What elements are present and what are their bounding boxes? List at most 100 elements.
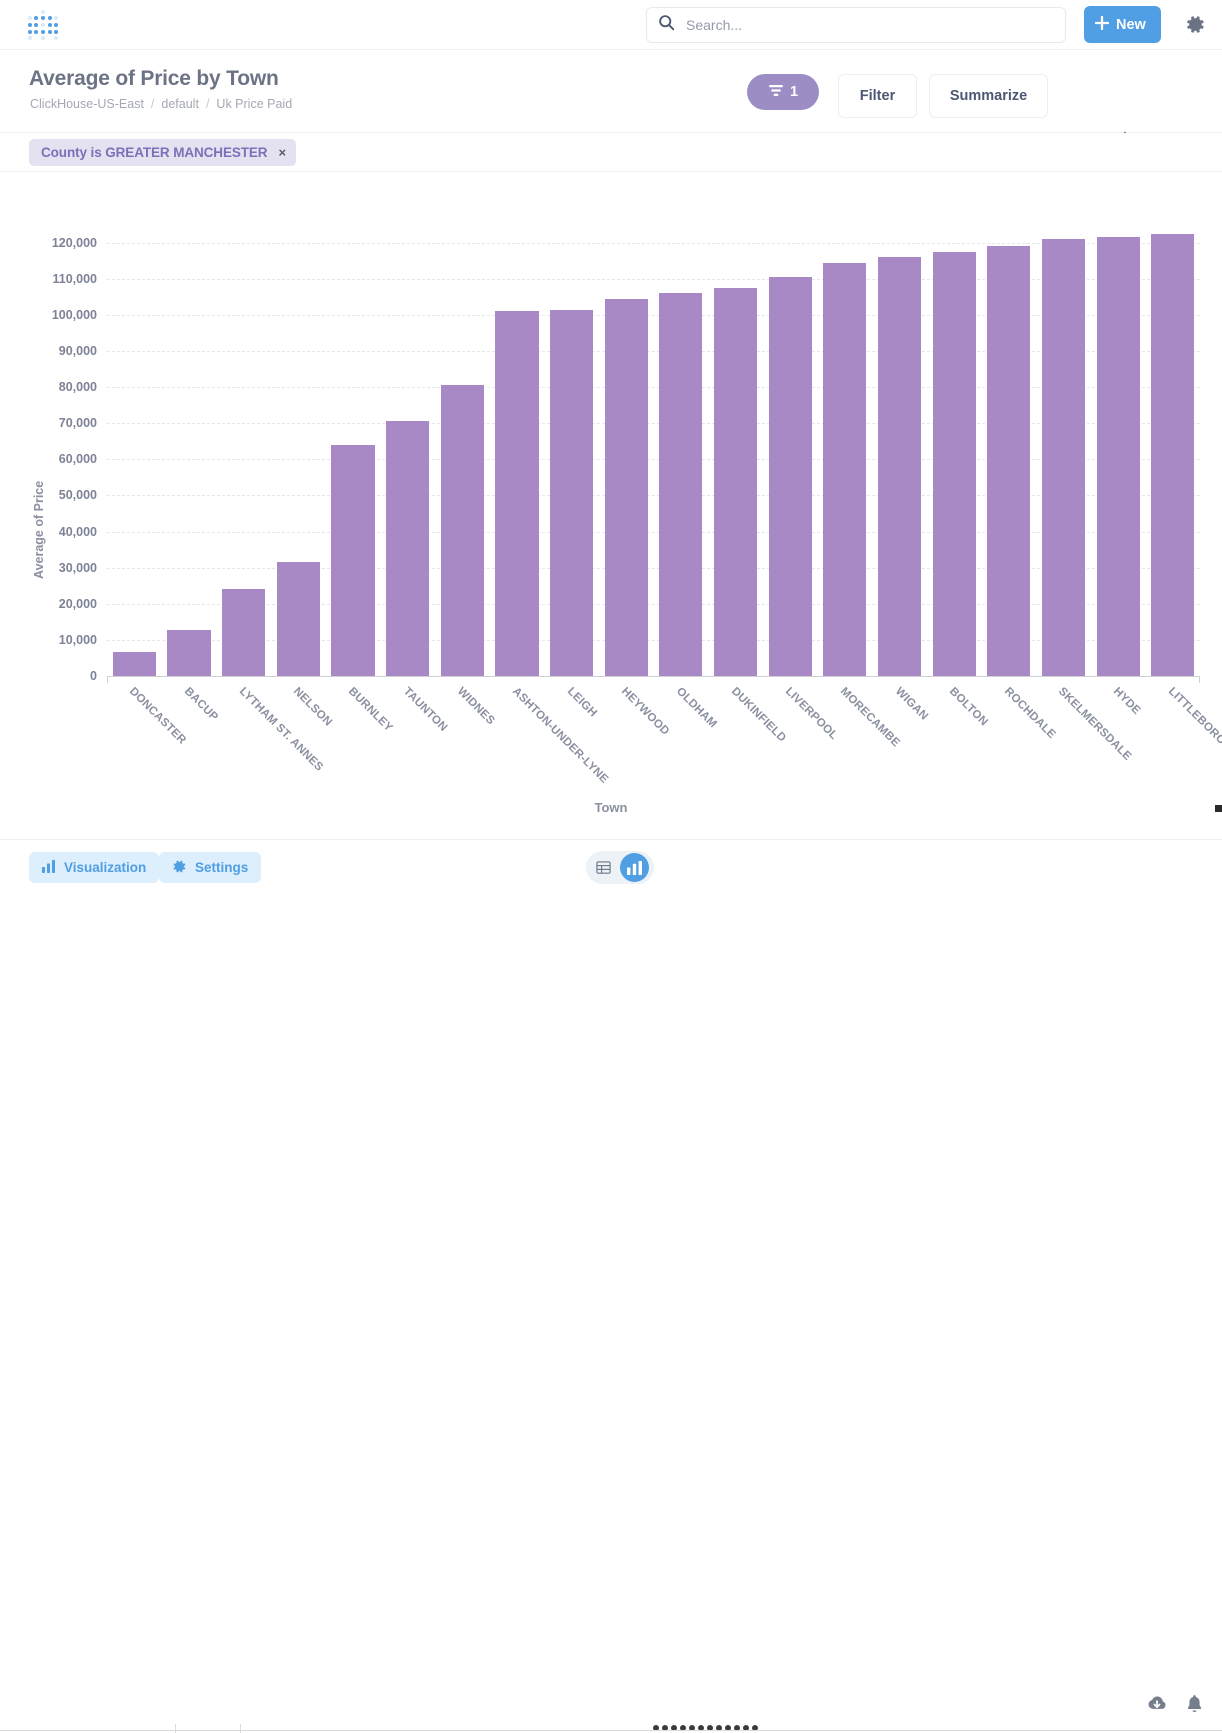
- bar[interactable]: [276, 562, 320, 676]
- bar[interactable]: [1151, 233, 1195, 676]
- filter-button[interactable]: Filter: [838, 74, 917, 118]
- new-button[interactable]: New: [1084, 6, 1161, 43]
- x-tick-slot: HEYWOOD: [599, 680, 671, 800]
- visualization-button[interactable]: Visualization: [29, 852, 160, 883]
- settings-label: Settings: [195, 860, 249, 875]
- x-tick-slot: MORECAMBE: [818, 680, 902, 800]
- gridline: [107, 531, 1200, 533]
- page-title[interactable]: Average of Price by Town: [29, 67, 279, 90]
- bar[interactable]: [1041, 239, 1086, 676]
- bar[interactable]: [386, 421, 430, 676]
- y-axis-tick-label: 80,000: [58, 380, 97, 395]
- y-axis-tick-label: 70,000: [58, 416, 97, 431]
- x-axis-tick-label[interactable]: LEIGH: [564, 685, 599, 720]
- summarize-button[interactable]: Summarize: [929, 74, 1048, 118]
- x-tick-slot: DONCASTER: [107, 680, 188, 800]
- x-tick-slot: HYDE: [1091, 680, 1146, 800]
- bar-slot: [216, 221, 271, 676]
- bell-icon[interactable]: [1185, 1694, 1204, 1719]
- bar-slot: [107, 221, 162, 676]
- y-axis-tick-label: 20,000: [58, 596, 97, 611]
- bar-slot: [162, 221, 217, 676]
- bar[interactable]: [823, 262, 867, 676]
- y-axis-tick-label: 60,000: [58, 452, 97, 467]
- search-icon: [658, 14, 675, 36]
- download-icon[interactable]: [1146, 1694, 1168, 1719]
- filter-count-button[interactable]: 1: [747, 74, 819, 110]
- bar[interactable]: [659, 293, 703, 676]
- bar[interactable]: [495, 311, 539, 676]
- x-axis-tick-label[interactable]: LITTLEBOROUGH: [1165, 685, 1222, 766]
- bar[interactable]: [604, 299, 648, 676]
- bar[interactable]: [713, 287, 758, 676]
- x-tick-slot: OLDHAM: [654, 680, 719, 800]
- plot-area: 0 10,000 20,000 30,000 40,000 50,000 60,000 70,…: [52, 221, 1200, 683]
- bar-slot: [872, 221, 927, 676]
- question-header: Average of Price by Town ClickHouse-US-E…: [0, 50, 1222, 149]
- bar[interactable]: [331, 444, 375, 676]
- close-icon[interactable]: ×: [278, 145, 287, 160]
- new-button-label: New: [1116, 16, 1146, 33]
- x-tick-slot: BURNLEY: [326, 680, 395, 800]
- scrollbar-thumb[interactable]: [1215, 805, 1222, 814]
- search-input[interactable]: [686, 17, 1036, 33]
- search-box[interactable]: [646, 7, 1066, 43]
- x-axis-tick-label[interactable]: BACUP: [181, 685, 221, 724]
- y-axis-tick-label: 120,000: [51, 235, 97, 250]
- view-mode-toggle[interactable]: [586, 851, 654, 884]
- bar[interactable]: [112, 652, 156, 676]
- plus-icon: [1094, 15, 1110, 34]
- bar-slot: [380, 221, 435, 676]
- bar-slot: [1036, 221, 1091, 676]
- x-tick-slot: SKELMERSDALE: [1036, 680, 1134, 800]
- x-tick-slot: WIGAN: [872, 680, 930, 800]
- bar-slot: [599, 221, 654, 676]
- settings-button[interactable]: Settings: [159, 852, 262, 883]
- x-tick-slot: LITTLEBOROUGH: [1145, 680, 1222, 800]
- x-tick-slot: ASHTON-UNDER-LYNE: [490, 680, 610, 800]
- footer-tick: [175, 1724, 176, 1733]
- bar-slot: [1091, 221, 1146, 676]
- bar-slot: [818, 221, 873, 676]
- bar[interactable]: [987, 246, 1031, 676]
- x-tick-slot: DUKINFIELD: [708, 680, 787, 800]
- bar[interactable]: [768, 276, 812, 676]
- bottom-toolbar: Visualization Settings: [0, 839, 1222, 1733]
- bar-slot: [654, 221, 709, 676]
- x-axis-tick-labels: DONCASTER BACUP LYTHAM ST. ANNES NELSON BURN…: [107, 680, 1222, 800]
- x-axis-tick-label[interactable]: WIGAN: [892, 685, 930, 723]
- bar[interactable]: [167, 629, 211, 676]
- y-axis-tick-label: 40,000: [58, 524, 97, 539]
- bar[interactable]: [1096, 236, 1140, 676]
- gridline: [107, 423, 1200, 425]
- chart-container: Average of Price 0 10,000 20,000 30,000 40,0…: [0, 172, 1222, 839]
- footer-tick: [240, 1724, 241, 1733]
- bar[interactable]: [932, 251, 976, 676]
- table-view-toggle[interactable]: [589, 853, 618, 882]
- chart-view-toggle[interactable]: [620, 853, 649, 882]
- bar-slot: [1145, 221, 1200, 676]
- x-axis-tick-label[interactable]: HYDE: [1111, 685, 1143, 718]
- filter-pill-county[interactable]: County is GREATER MANCHESTER ×: [29, 139, 297, 166]
- bar[interactable]: [549, 310, 594, 676]
- breadcrumb-schema[interactable]: default: [161, 97, 199, 111]
- x-tick-slot: NELSON: [271, 680, 334, 800]
- gridline: [107, 459, 1200, 461]
- gridline: [107, 278, 1200, 280]
- filter-funnel-icon: [768, 84, 784, 101]
- x-tick-slot: LYTHAM ST. ANNES: [216, 680, 325, 800]
- gear-icon[interactable]: [1185, 14, 1206, 40]
- breadcrumb-table[interactable]: Uk Price Paid: [216, 97, 293, 111]
- gridline: [107, 567, 1200, 569]
- bar[interactable]: [877, 257, 922, 676]
- breadcrumb-database[interactable]: ClickHouse-US-East: [30, 97, 144, 111]
- bar[interactable]: [222, 589, 266, 676]
- bar[interactable]: [440, 385, 484, 676]
- breadcrumb-separator: /: [150, 97, 155, 111]
- gridline: [107, 351, 1200, 352]
- gridline: [107, 314, 1200, 316]
- breadcrumb: ClickHouse-US-East / default / Uk Price …: [30, 97, 292, 111]
- x-tick-slot: LIVERPOOL: [763, 680, 840, 800]
- bar-slot: [326, 221, 381, 676]
- metabase-logo[interactable]: [27, 9, 59, 41]
